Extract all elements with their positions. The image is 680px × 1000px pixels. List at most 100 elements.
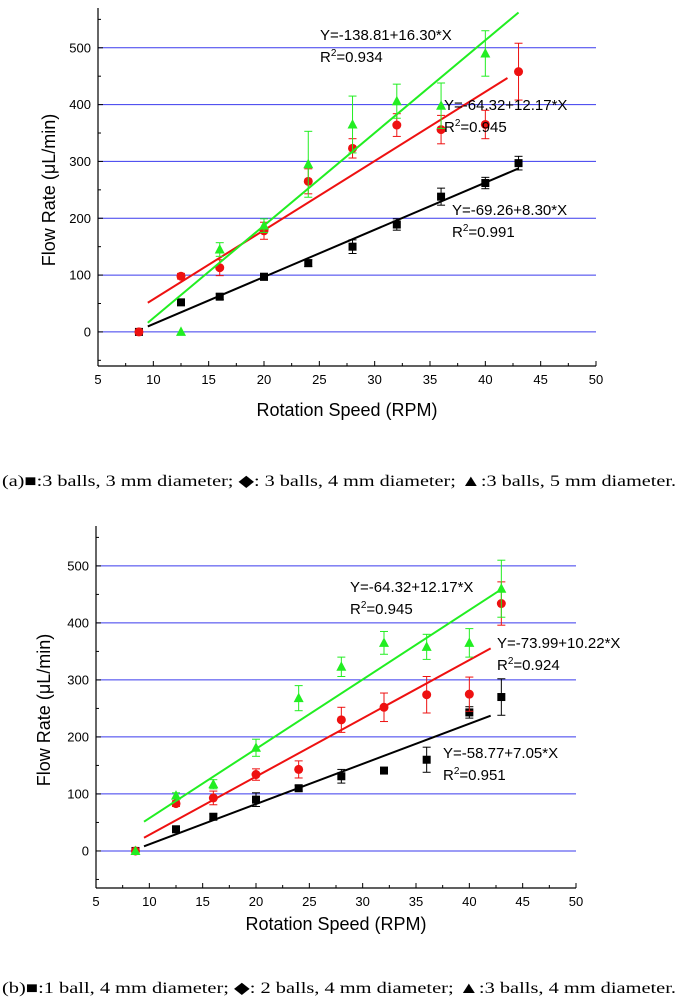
panel-a-r-squared-square: R2=0.991 (452, 223, 515, 241)
panel-a-y-tick-label: 100 (69, 268, 91, 283)
panel-a-y-tick-label: 500 (69, 40, 91, 55)
panel-b-r-squared-triangle: R2=0.945 (350, 600, 413, 618)
panel-b-y-tick-label: 100 (67, 786, 89, 801)
panel-b-r-squared-circle: R2=0.924 (497, 656, 560, 674)
panel-b-point-circle (464, 689, 474, 699)
panel-a-point-circle (480, 119, 490, 129)
panel-b-x-tick-label: 5 (92, 894, 99, 909)
panel-a-point-square (304, 259, 313, 268)
panel-a-point-square (260, 272, 268, 281)
panel-a-point-square (437, 192, 446, 201)
panel-b-x-tick-label: 15 (195, 894, 209, 909)
panel-b-fit-line-square (143, 714, 492, 848)
panel-b-x-axis-label: Rotation Speed (RPM) (245, 914, 426, 934)
panel-b-x-tick-label: 35 (409, 894, 423, 909)
panel-b-fit-line-circle (143, 647, 492, 839)
panel-b-point-square (172, 825, 180, 834)
panel-a-point-circle (134, 327, 144, 337)
panel-b-point-triangle (421, 641, 432, 651)
panel-a-y-tick-label: 400 (69, 97, 91, 112)
panel-b-y-tick-label: 500 (67, 558, 89, 573)
panel-b-y-tick-label: 0 (82, 843, 89, 858)
panel-b-point-square (380, 766, 388, 775)
chart-panel-b: 0 100 200 300 400 500 5 10 15 20 25 30 35 40 45 50 Rotat… (2, 526, 676, 997)
panel-a-point-square (348, 242, 357, 251)
panel-a-r-squared-triangle: R2=0.934 (320, 48, 383, 66)
panel-b-x-tick-label: 30 (355, 894, 369, 909)
panel-a-x-tick-label: 45 (533, 372, 547, 387)
panel-b-point-circle (422, 690, 432, 700)
panel-b-point-triangle (464, 637, 475, 647)
panel-b-point-square (252, 795, 260, 804)
panel-a-equation-square: Y=-69.26+8.30*X (452, 202, 567, 219)
panel-a-equation-circle: Y=-64.32+12.17*X (444, 97, 567, 114)
panel-a-point-circle (176, 271, 186, 281)
panel-a-x-tick-label: 50 (589, 372, 603, 387)
panel-b-caption: (b) ■:1 ball, 4 mm diameter; ◆: 2 balls, … (2, 980, 676, 997)
panel-a-point-triangle (480, 47, 491, 58)
panel-a-fit-line-circle (147, 77, 508, 304)
panel-a-point-square (215, 292, 224, 301)
panel-a-point-circle (514, 67, 524, 77)
panel-a-x-tick-label: 40 (478, 372, 492, 387)
panel-a-x-tick-label: 10 (146, 372, 160, 387)
panel-b-point-circle (208, 793, 218, 803)
panel-a-point-square (392, 220, 401, 229)
panel-b-point-circle (379, 702, 389, 712)
panel-b-point-square (497, 693, 506, 702)
panel-b-x-tick-label: 50 (569, 894, 583, 909)
panel-a-point-triangle (347, 118, 358, 129)
panel-a-x-tick-label: 5 (94, 372, 101, 387)
panel-a-y-tick-label: 0 (84, 324, 91, 339)
panel-b-equation-triangle: Y=-64.32+12.17*X (350, 579, 473, 596)
panel-b-fit-line-triangle (143, 588, 502, 823)
panel-a-point-square (481, 179, 490, 188)
panel-b-y-tick-label: 400 (67, 615, 89, 630)
panel-b-point-circle (251, 770, 261, 780)
panel-b-point-triangle (171, 790, 181, 800)
panel-a-r-squared-circle: R2=0.945 (444, 118, 507, 136)
panel-b-point-triangle (208, 778, 219, 789)
panel-b-point-square (422, 755, 431, 764)
panel-b-equation-circle: Y=-73.99+10.22*X (497, 635, 620, 652)
panel-a-equation-triangle: Y=-138.81+16.30*X (320, 27, 452, 44)
panel-a-x-axis-label: Rotation Speed (RPM) (256, 400, 437, 420)
panel-b-point-triangle (496, 583, 507, 593)
panel-b-point-circle (294, 764, 304, 774)
panel-b-point-triangle (251, 742, 261, 752)
panel-a-caption: (a) ■:3 balls, 3 mm diameter; ◆: 3 balls,… (2, 473, 676, 490)
panel-a-x-tick-label: 20 (257, 372, 271, 387)
panel-b-point-circle (336, 715, 346, 725)
panel-a-point-triangle (214, 244, 225, 254)
panel-b-x-tick-label: 10 (142, 894, 156, 909)
panel-a-x-tick-label: 35 (423, 372, 437, 387)
panel-a-x-tick-label: 15 (201, 372, 215, 387)
panel-b-x-tick-label: 25 (302, 894, 316, 909)
chart-panel-a: 0 100 200 300 400 500 5 10 15 20 25 30 35 40 45 50 Rotat… (2, 8, 676, 490)
panel-a-point-circle (392, 120, 402, 130)
panel-b-point-square (209, 812, 218, 821)
panel-b-y-axis-label: Flow Rate (μL/min) (34, 634, 54, 786)
panel-a-point-triangle (391, 95, 402, 106)
panel-a-point-triangle (176, 326, 186, 336)
panel-b-point-square (294, 784, 303, 793)
panel-b-point-triangle (130, 845, 141, 855)
panel-b-r-squared-square: R2=0.951 (443, 766, 506, 784)
panel-b-point-triangle (293, 692, 304, 703)
panel-b-point-triangle (379, 637, 389, 647)
panel-a-y-tick-label: 300 (69, 154, 91, 169)
panel-a-point-triangle (436, 100, 447, 110)
panel-a-point-square (177, 298, 185, 307)
panel-a-point-square (514, 159, 523, 168)
panel-b-point-triangle (336, 661, 347, 671)
panel-b-y-tick-label: 200 (67, 729, 89, 744)
panel-a-y-tick-label: 200 (69, 211, 91, 226)
panel-a-fit-line-triangle (147, 11, 520, 324)
panel-a-x-tick-label: 30 (367, 372, 381, 387)
panel-a-y-axis-label: Flow Rate (μL/min) (39, 114, 59, 266)
panel-a-point-triangle (259, 220, 269, 230)
panel-b-point-square (465, 708, 474, 717)
panel-b-y-tick-label: 300 (67, 672, 89, 687)
panel-a-x-tick-label: 25 (312, 372, 326, 387)
